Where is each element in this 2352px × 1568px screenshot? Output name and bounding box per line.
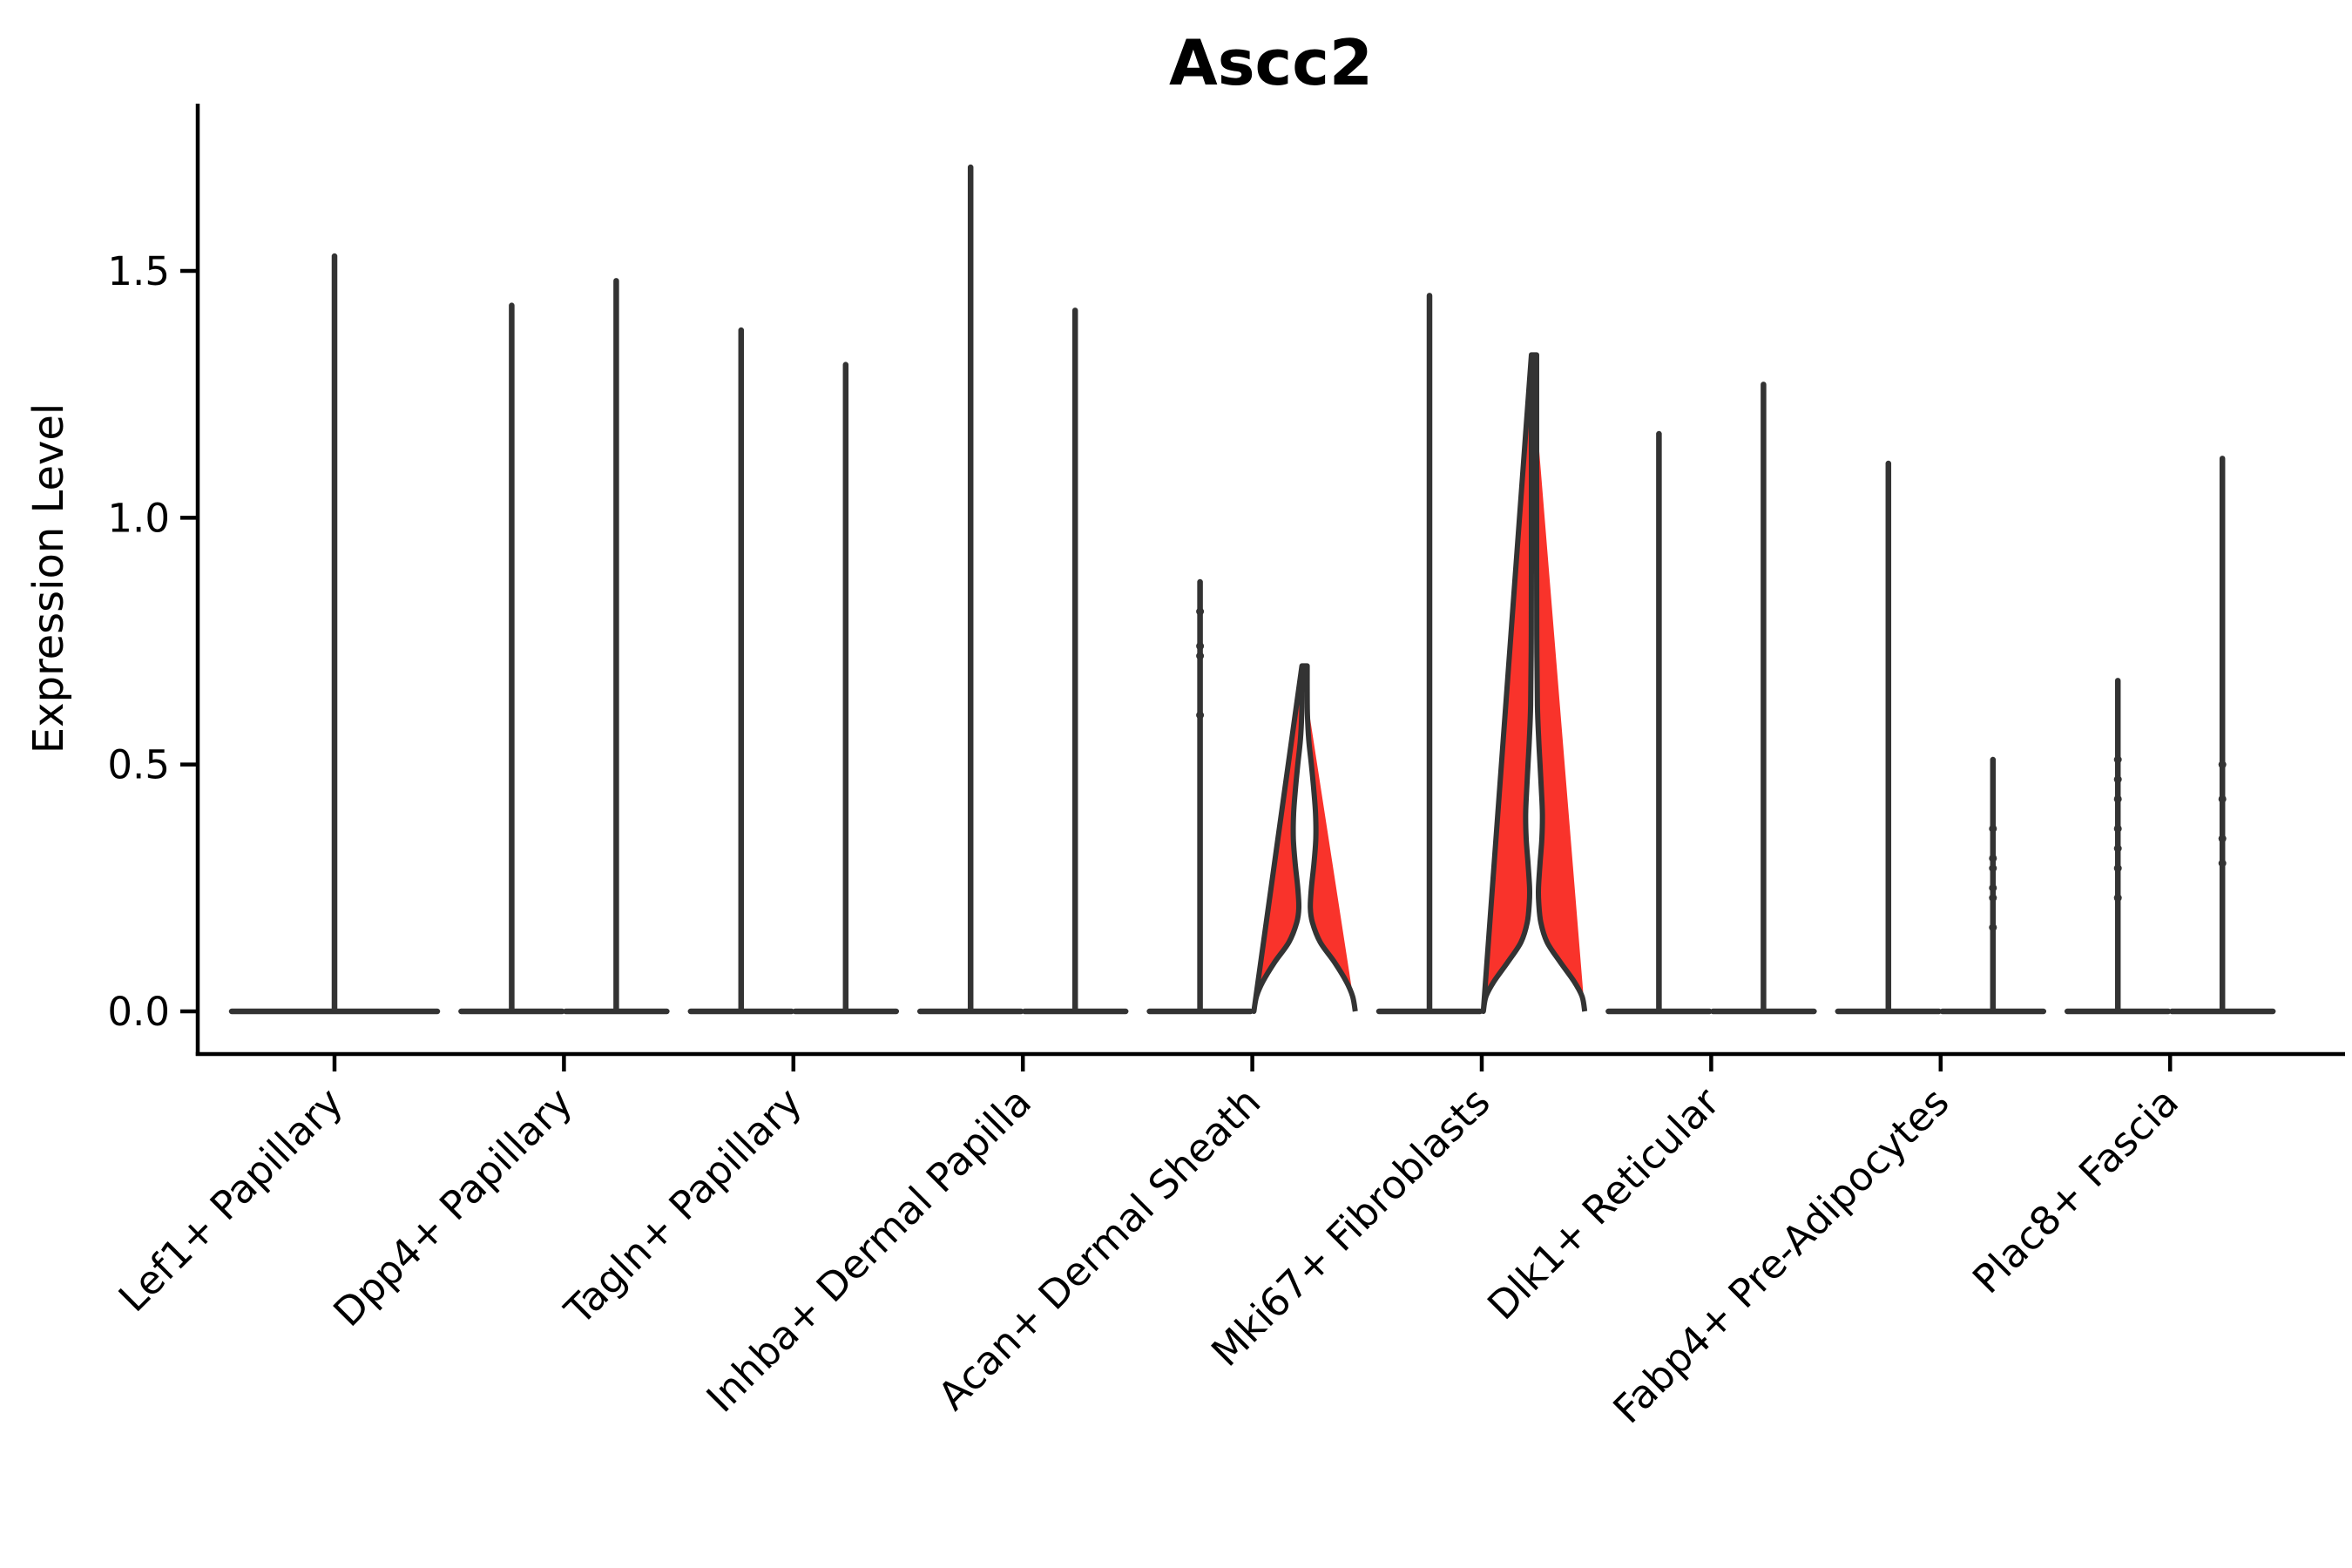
expression-point	[1196, 607, 1205, 616]
expression-point	[2113, 894, 2122, 902]
x-tick-label: Dpp4+ Papillary	[324, 1078, 581, 1335]
x-ticks	[332, 1054, 2173, 1071]
expression-point	[2113, 794, 2122, 803]
violin-body-highlighted	[1251, 663, 1358, 1014]
expression-point	[2218, 835, 2227, 843]
x-tick-label: Plac8+ Fascia	[1963, 1078, 2187, 1302]
expression-point	[2218, 859, 2227, 868]
y-axis-label: Expression Level	[24, 403, 73, 754]
x-tick-label: Lef1+ Papillary	[110, 1078, 352, 1321]
violin-body-highlighted	[1480, 352, 1588, 1014]
violin-spike	[563, 278, 670, 1015]
violin-spike	[1605, 430, 1713, 1015]
expression-point	[2113, 824, 2122, 833]
violin-spike	[1835, 460, 1943, 1015]
expression-point	[1989, 824, 1997, 833]
expression-point	[1196, 652, 1205, 660]
violin-spike	[916, 164, 1024, 1015]
violin-spike	[1375, 293, 1484, 1015]
expression-point	[2113, 775, 2122, 784]
violin-spike	[458, 302, 565, 1015]
violin-spike	[792, 362, 900, 1015]
violin-spike	[1021, 308, 1129, 1015]
violin-spike	[2168, 456, 2276, 1015]
y-tick-label: 1.5	[107, 248, 170, 294]
expression-point	[1989, 883, 1997, 892]
axes-spines	[195, 104, 2345, 1057]
y-ticks: 0.0 0.5 1.0 1.5	[107, 248, 198, 1035]
chart-title: Ascc2	[1169, 26, 1373, 99]
expression-point	[1196, 642, 1205, 651]
expression-point	[1989, 854, 1997, 862]
violin-spike	[228, 253, 441, 1015]
violin-spike	[687, 327, 795, 1015]
expression-point	[2113, 864, 2122, 873]
expression-point	[2113, 755, 2122, 764]
y-tick-label: 1.0	[107, 495, 170, 541]
expression-point	[1196, 711, 1205, 720]
y-tick-label: 0.5	[107, 742, 170, 788]
violins	[228, 164, 2276, 1015]
x-tick-label: Tagln+ Papillary	[555, 1078, 810, 1334]
expression-point	[1989, 923, 1997, 932]
expression-point	[2218, 794, 2227, 803]
expression-point	[2218, 760, 2227, 769]
expression-point	[1989, 864, 1997, 873]
violin-spike	[1710, 382, 1817, 1015]
expression-point	[1989, 894, 1997, 902]
x-tick-label: Dlk1+ Reticular	[1478, 1078, 1728, 1328]
y-tick-label: 0.0	[107, 989, 170, 1035]
expression-point	[2113, 844, 2122, 853]
